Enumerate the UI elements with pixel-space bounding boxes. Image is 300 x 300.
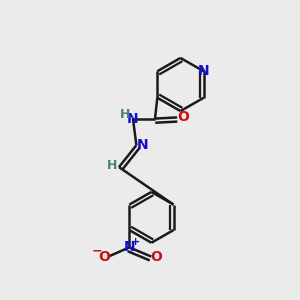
Text: O: O [150,250,162,264]
Text: N: N [198,64,209,78]
Text: N: N [137,138,149,152]
Text: H: H [107,159,117,172]
Text: H: H [120,108,130,121]
Text: +: + [130,237,140,247]
Text: −: − [92,244,102,257]
Text: O: O [177,110,189,124]
Text: N: N [127,112,139,126]
Text: N: N [124,240,135,254]
Text: O: O [98,250,109,264]
